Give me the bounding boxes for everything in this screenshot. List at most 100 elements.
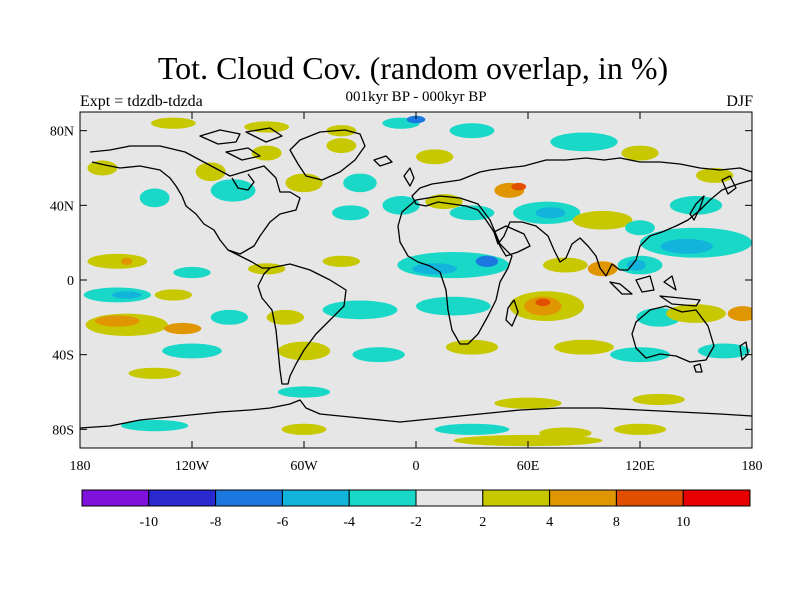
anomaly-region-negative (697, 343, 751, 359)
colorbar-label: 10 (676, 515, 690, 530)
colorbar-swatch (549, 489, 617, 507)
colorbar-label: -4 (343, 515, 355, 530)
anomaly-region-negative (210, 179, 256, 202)
anomaly-region-negative (121, 420, 189, 432)
colorbar-swatch (215, 489, 283, 507)
anomaly-region-positive (195, 162, 226, 182)
anomaly-region-positive (494, 397, 562, 409)
coast-new-zealand (739, 341, 749, 361)
colorbar-label: 2 (479, 515, 486, 530)
anomaly-region-positive (416, 149, 454, 165)
anomaly-region-negative (550, 132, 618, 152)
colorbar-label: 4 (546, 515, 553, 530)
colorbar-swatch (482, 489, 551, 507)
anomaly-region-positive (244, 121, 290, 133)
coast-arabia (493, 225, 531, 257)
anomaly-region-negative (343, 173, 377, 193)
anomaly-region-negative (475, 255, 499, 267)
lon-tick-label: 180 (70, 459, 91, 474)
coast-australia (631, 305, 715, 363)
anomaly-region-positive (613, 423, 667, 435)
colorbar-swatch (148, 489, 217, 507)
anomaly-region-positive (247, 263, 286, 275)
colorbar-label: -6 (277, 515, 289, 530)
coast-eurasia (411, 157, 752, 277)
coast-iceland (373, 155, 393, 167)
lat-tick-label: 40N (50, 199, 74, 214)
coast-indonesia (609, 275, 701, 307)
coast-hudson-bay (231, 173, 255, 191)
lon-tick-label: 120E (625, 459, 655, 474)
anomaly-region-positive (511, 182, 527, 191)
colorbar-label: -10 (139, 515, 158, 530)
map-background (80, 112, 752, 448)
colorbar-label: -8 (210, 515, 222, 530)
anomaly-region-positive (164, 322, 202, 335)
colorbar-swatch (615, 489, 684, 507)
anomaly-region-positive (87, 160, 118, 176)
anomaly-region-positive (696, 168, 734, 183)
colorbar-swatch (682, 489, 751, 507)
anomaly-region-positive (285, 173, 323, 193)
anomaly-region-negative (669, 196, 723, 215)
anomaly-region-positive (727, 306, 752, 322)
lat-tick-label: 80N (50, 125, 74, 140)
anomaly-region-positive (326, 138, 357, 154)
coast-uk (403, 167, 415, 187)
anomaly-region-positive (621, 145, 659, 161)
lat-tick-label: 40S (52, 349, 74, 364)
coast-kamchatka (721, 175, 737, 195)
anomaly-region-negative (610, 347, 670, 363)
anomaly-region-positive (281, 423, 327, 435)
lon-tick-label: 120W (175, 459, 210, 474)
lat-tick-label: 0 (67, 274, 74, 289)
coast-japan (689, 195, 705, 221)
anomaly-region-negative (434, 423, 510, 435)
anomaly-region-negative (625, 220, 655, 236)
anomaly-region-positive (632, 393, 685, 406)
map-axes: 80N 40N 0 40S 80S 180 120W 60W 0 60E 120E 180 (50, 112, 763, 474)
colorbar-swatch (415, 489, 484, 507)
anomaly-region-negative (406, 115, 426, 124)
chart-title: Tot. Cloud Cov. (random overlap, in %) (157, 50, 669, 86)
anomaly-region-positive (128, 367, 181, 379)
lon-tick-label: 60W (290, 459, 318, 474)
coast-central-america (227, 249, 270, 269)
coast-canadian-archipelago (199, 127, 283, 161)
lon-tick-label: 180 (742, 459, 763, 474)
chart-subtitle: 001kyr BP - 000kyr BP (345, 89, 487, 105)
anomaly-region-positive (322, 255, 361, 267)
anomaly-region-negative (382, 196, 420, 215)
coast-tasmania (693, 363, 703, 373)
coast-north-america (89, 145, 301, 255)
anomaly-region-negative (626, 259, 646, 271)
anomaly-region-negative (322, 300, 398, 320)
anomaly-region-positive (535, 298, 551, 307)
lon-tick-label: 0 (413, 459, 420, 474)
anomaly-region-negative (416, 296, 491, 316)
anomaly-region-positive (572, 210, 633, 230)
anomaly-region-negative (352, 347, 405, 363)
coast-madagascar (505, 299, 519, 327)
anomaly-region-negative (139, 188, 170, 208)
anomaly-region-negative (277, 386, 331, 398)
anomaly-region-positive (453, 434, 603, 447)
anomaly-region-negative (162, 343, 222, 359)
colorbar-label: 8 (613, 515, 620, 530)
colorbar: -10 -8 -6 -4 -2 2 4 8 10 (81, 489, 751, 530)
anomaly-region-positive (445, 339, 499, 355)
colorbar-swatch (281, 489, 350, 507)
anomaly-region-positive (266, 309, 305, 325)
anomaly-region-negative (332, 205, 370, 221)
anomaly-region-negative (173, 266, 211, 279)
coast-south-america (257, 263, 347, 385)
lon-tick-label: 60E (517, 459, 540, 474)
coast-africa (397, 195, 513, 345)
coast-greenland (289, 129, 366, 181)
anomaly-region-negative (210, 309, 248, 325)
colorbar-swatch (348, 489, 417, 507)
colorbar-label: -2 (410, 515, 422, 530)
anomaly-region-negative (111, 291, 142, 299)
anomaly-region-negative (535, 207, 566, 219)
